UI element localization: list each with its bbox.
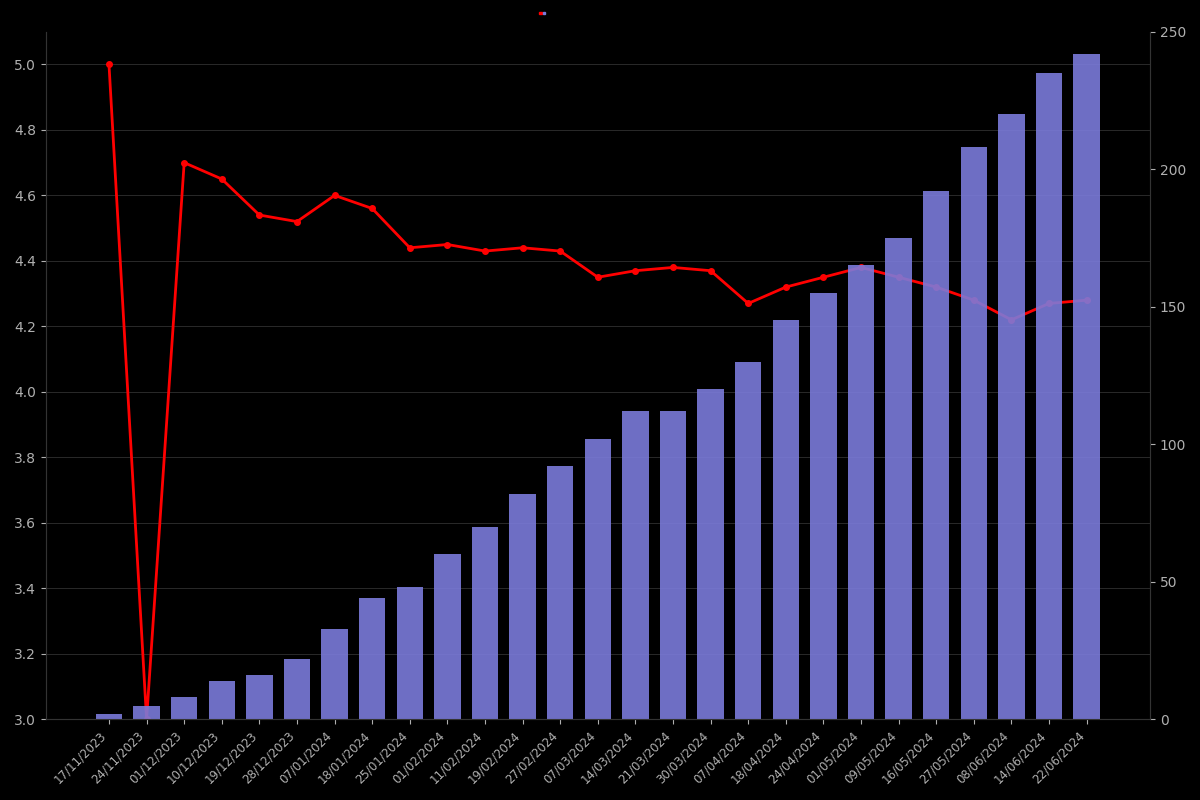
Bar [133, 706, 160, 719]
Bar [434, 554, 461, 719]
Bar [510, 494, 535, 719]
Bar [1074, 54, 1100, 719]
Bar [284, 658, 310, 719]
Bar [848, 266, 874, 719]
Bar [209, 681, 235, 719]
Bar [923, 191, 949, 719]
Bar [623, 411, 648, 719]
Bar [697, 390, 724, 719]
Bar [584, 438, 611, 719]
Bar [886, 238, 912, 719]
Bar [998, 114, 1025, 719]
Bar [547, 466, 574, 719]
Bar [172, 698, 197, 719]
Bar [810, 293, 836, 719]
Bar [773, 321, 799, 719]
Bar [246, 675, 272, 719]
Bar [736, 362, 761, 719]
Bar [472, 526, 498, 719]
Bar [359, 598, 385, 719]
Bar [961, 147, 988, 719]
Bar [397, 587, 422, 719]
Bar [96, 714, 122, 719]
Legend: , : , [539, 12, 546, 14]
Bar [660, 411, 686, 719]
Bar [322, 629, 348, 719]
Bar [1036, 73, 1062, 719]
